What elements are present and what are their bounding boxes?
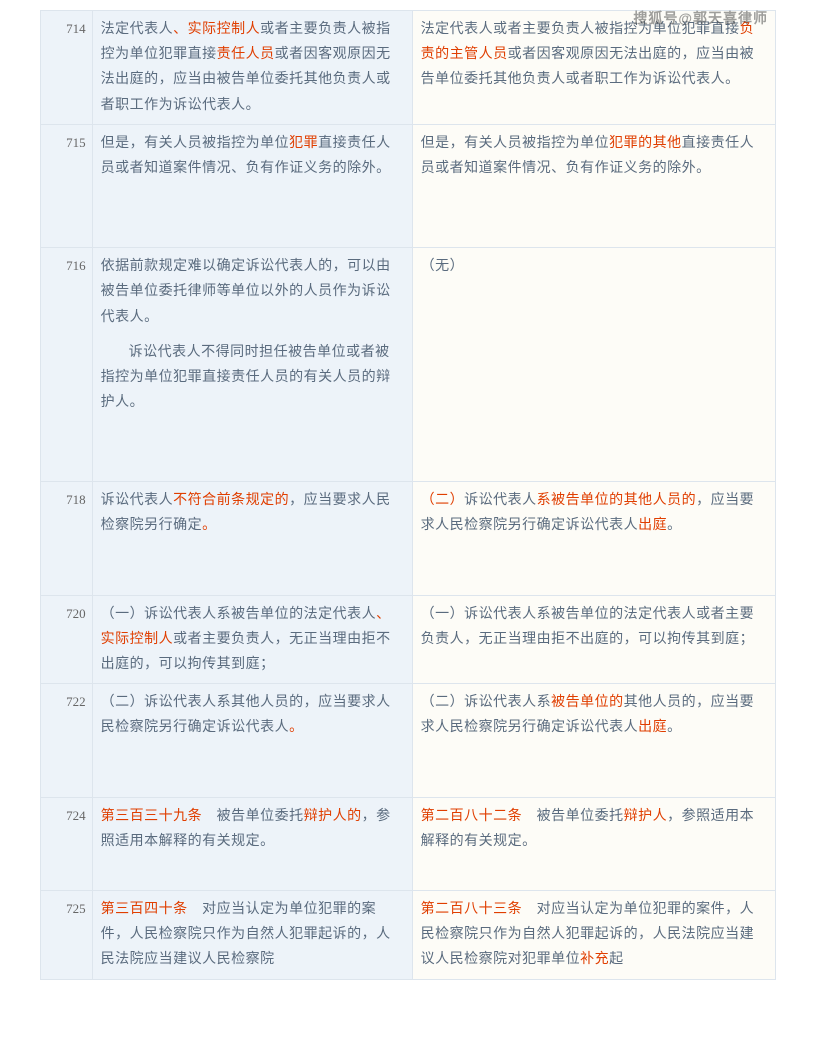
row-right-text: （无） (412, 248, 775, 482)
row-number: 715 (41, 124, 93, 247)
row-number: 724 (41, 797, 93, 890)
row-left-text: 第三百四十条 对应当认定为单位犯罪的案件，人民检察院只作为自然人犯罪起诉的，人民… (92, 890, 412, 979)
row-left-text: 依据前款规定难以确定诉讼代表人的，可以由被告单位委托律师等单位以外的人员作为诉讼… (92, 248, 412, 482)
row-left-text: 第三百三十九条 被告单位委托辩护人的，参照适用本解释的有关规定。 (92, 797, 412, 890)
table-row: 715但是，有关人员被指控为单位犯罪直接责任人员或者知道案件情况、负有作证义务的… (41, 124, 776, 247)
table-body: 714法定代表人、实际控制人或者主要负责人被指控为单位犯罪直接责任人员或者因客观… (41, 11, 776, 980)
row-left-text: 但是，有关人员被指控为单位犯罪直接责任人员或者知道案件情况、负有作证义务的除外。 (92, 124, 412, 247)
row-right-text: （一）诉讼代表人系被告单位的法定代表人或者主要负责人，无正当理由拒不出庭的，可以… (412, 595, 775, 684)
row-right-text: （二）诉讼代表人系被告单位的其他人员的，应当要求人民检察院另行确定诉讼代表人出庭… (412, 482, 775, 595)
row-left-text: （二）诉讼代表人系其他人员的，应当要求人民检察院另行确定诉讼代表人。 (92, 684, 412, 797)
row-number: 718 (41, 482, 93, 595)
table-row: 722（二）诉讼代表人系其他人员的，应当要求人民检察院另行确定诉讼代表人。（二）… (41, 684, 776, 797)
row-left-text: 诉讼代表人不符合前条规定的，应当要求人民检察院另行确定。 (92, 482, 412, 595)
row-left-text: （一）诉讼代表人系被告单位的法定代表人、实际控制人或者主要负责人，无正当理由拒不… (92, 595, 412, 684)
row-right-text: 第二百八十二条 被告单位委托辩护人，参照适用本解释的有关规定。 (412, 797, 775, 890)
row-number: 720 (41, 595, 93, 684)
comparison-table: 714法定代表人、实际控制人或者主要负责人被指控为单位犯罪直接责任人员或者因客观… (40, 10, 776, 980)
row-left-text: 法定代表人、实际控制人或者主要负责人被指控为单位犯罪直接责任人员或者因客观原因无… (92, 11, 412, 125)
row-right-text: 第二百八十三条 对应当认定为单位犯罪的案件，人民检察院只作为自然人犯罪起诉的，人… (412, 890, 775, 979)
watermark-text: 搜狐号@郭天喜律师 (633, 6, 768, 31)
table-row: 720（一）诉讼代表人系被告单位的法定代表人、实际控制人或者主要负责人，无正当理… (41, 595, 776, 684)
row-number: 716 (41, 248, 93, 482)
table-row: 716依据前款规定难以确定诉讼代表人的，可以由被告单位委托律师等单位以外的人员作… (41, 248, 776, 482)
row-number: 722 (41, 684, 93, 797)
row-number: 714 (41, 11, 93, 125)
row-number: 725 (41, 890, 93, 979)
row-right-text: 但是，有关人员被指控为单位犯罪的其他直接责任人员或者知道案件情况、负有作证义务的… (412, 124, 775, 247)
table-row: 725第三百四十条 对应当认定为单位犯罪的案件，人民检察院只作为自然人犯罪起诉的… (41, 890, 776, 979)
table-row: 724第三百三十九条 被告单位委托辩护人的，参照适用本解释的有关规定。第二百八十… (41, 797, 776, 890)
row-right-text: （二）诉讼代表人系被告单位的其他人员的，应当要求人民检察院另行确定诉讼代表人出庭… (412, 684, 775, 797)
table-row: 718诉讼代表人不符合前条规定的，应当要求人民检察院另行确定。（二）诉讼代表人系… (41, 482, 776, 595)
